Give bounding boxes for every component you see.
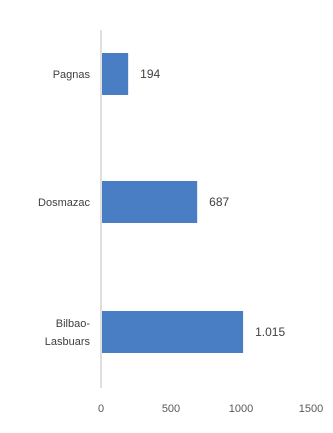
bar <box>102 53 129 95</box>
category-label: Dosmazac <box>38 197 90 209</box>
x-tick-label: 1000 <box>229 403 253 415</box>
x-tick-label: 0 <box>98 403 104 415</box>
category-label: Pagnas <box>53 69 91 81</box>
bar <box>102 311 244 353</box>
x-tick-label: 1500 <box>299 403 323 415</box>
category-label: Bilbao- <box>56 318 91 330</box>
data-label: 194 <box>140 67 160 81</box>
data-label: 1.015 <box>255 325 285 339</box>
data-label: 687 <box>209 195 229 209</box>
x-tick-label: 500 <box>162 403 180 415</box>
category-label: Lasbuars <box>45 336 91 348</box>
bar <box>102 181 198 223</box>
